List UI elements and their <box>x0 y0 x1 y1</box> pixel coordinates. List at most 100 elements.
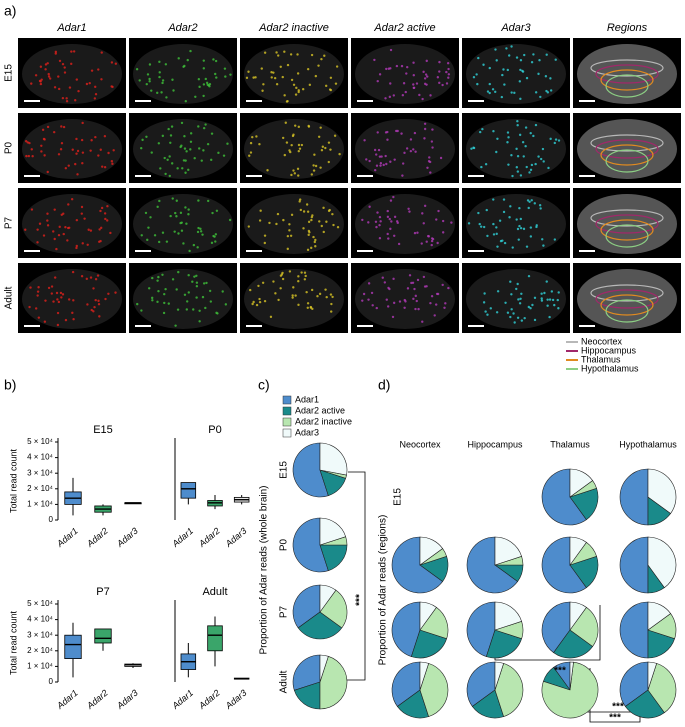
signal-dot <box>204 306 207 310</box>
pie-slice <box>541 536 587 594</box>
signal-dot <box>198 309 201 312</box>
signal-dot <box>554 138 558 141</box>
signal-dot <box>161 134 165 138</box>
signal-dot <box>436 292 440 296</box>
signal-dot <box>75 218 79 222</box>
signal-dot <box>94 93 98 96</box>
pie-slice <box>553 629 594 659</box>
signal-dot <box>409 149 413 153</box>
signal-dot <box>484 163 488 166</box>
signal-dot <box>517 298 520 301</box>
signal-dot <box>67 298 71 301</box>
signal-dot <box>516 123 519 127</box>
signal-dot <box>192 308 195 311</box>
signal-dot <box>72 299 75 302</box>
significance-label: *** <box>609 713 621 724</box>
legend-label: Neocortex <box>581 336 623 346</box>
y-tick-label: 3 × 10⁴ <box>27 468 53 477</box>
pie-slice <box>541 468 587 526</box>
signal-dot <box>541 147 545 151</box>
signal-dot <box>405 72 408 75</box>
signal-dot <box>275 83 279 86</box>
signal-dot <box>216 312 219 315</box>
signal-dot <box>510 45 513 48</box>
signal-dot <box>478 130 482 134</box>
signal-dot <box>275 51 278 54</box>
signal-dot <box>187 168 190 172</box>
signal-dot <box>202 83 206 86</box>
signal-dot <box>81 162 84 165</box>
signal-dot <box>313 153 316 156</box>
y-tick-label: 1 × 10⁴ <box>27 662 53 671</box>
significance-bracket <box>344 471 366 681</box>
signal-dot <box>39 82 43 86</box>
signal-dot <box>202 67 206 70</box>
pie-slice <box>647 468 677 514</box>
signal-dot <box>530 61 534 64</box>
signal-dot <box>214 72 217 76</box>
signal-dot <box>434 303 438 306</box>
legend-label: Thalamus <box>581 354 621 364</box>
signal-dot <box>103 135 107 138</box>
region-outline <box>605 149 649 173</box>
signal-dot <box>81 151 85 154</box>
signal-dot <box>186 58 189 62</box>
signal-dot <box>147 226 150 229</box>
signal-dot <box>538 58 541 62</box>
pie-slice <box>494 536 523 566</box>
signal-dot <box>29 286 32 289</box>
signal-dot <box>498 219 502 222</box>
brain-section <box>22 194 122 254</box>
pie-slice <box>619 536 649 594</box>
signal-dot <box>172 89 175 92</box>
signal-dot <box>548 298 552 301</box>
signal-dot <box>305 203 309 206</box>
signal-dot <box>38 222 42 225</box>
signal-dot <box>170 125 174 128</box>
signal-dot <box>306 306 309 309</box>
signal-dot <box>447 73 451 76</box>
signal-dot <box>183 64 186 68</box>
region-outline <box>600 294 654 316</box>
signal-dot <box>202 149 205 152</box>
signal-dot <box>389 82 392 85</box>
signal-dot <box>30 148 33 151</box>
signal-dot <box>317 64 320 67</box>
signal-dot <box>334 82 338 85</box>
signal-dot <box>525 245 529 248</box>
x-tick-label: Adar3 <box>114 526 140 550</box>
signal-dot <box>556 298 559 302</box>
signal-dot <box>275 222 278 226</box>
x-tick-label: Adar1 <box>170 688 196 712</box>
brain-section <box>355 44 455 104</box>
panel-label: c) <box>258 377 270 393</box>
signal-dot <box>109 231 112 235</box>
signal-dot <box>438 81 441 85</box>
signal-dot <box>157 275 160 279</box>
signal-dot <box>510 293 513 296</box>
signal-dot <box>288 223 291 226</box>
signal-dot <box>414 307 417 311</box>
legend-label: Adar2 active <box>295 405 345 415</box>
signal-dot <box>107 151 110 155</box>
signal-dot <box>136 302 139 306</box>
signal-dot <box>505 47 508 50</box>
signal-dot <box>506 141 509 144</box>
signal-dot <box>534 162 537 166</box>
signal-dot <box>158 60 161 64</box>
column-header: Hippocampus <box>467 439 523 449</box>
signal-dot <box>294 124 297 127</box>
signal-dot <box>201 233 204 236</box>
signal-dot <box>376 79 379 83</box>
signal-dot <box>494 48 497 51</box>
signal-dot <box>329 88 333 92</box>
signal-dot <box>198 320 201 323</box>
signal-dot <box>516 227 520 231</box>
row-label: Adult <box>279 670 290 693</box>
signal-dot <box>297 275 300 278</box>
signal-dot <box>392 301 396 305</box>
signal-dot <box>436 241 439 245</box>
signal-dot <box>290 173 293 177</box>
signal-dot <box>388 287 391 291</box>
signal-dot <box>166 158 169 161</box>
